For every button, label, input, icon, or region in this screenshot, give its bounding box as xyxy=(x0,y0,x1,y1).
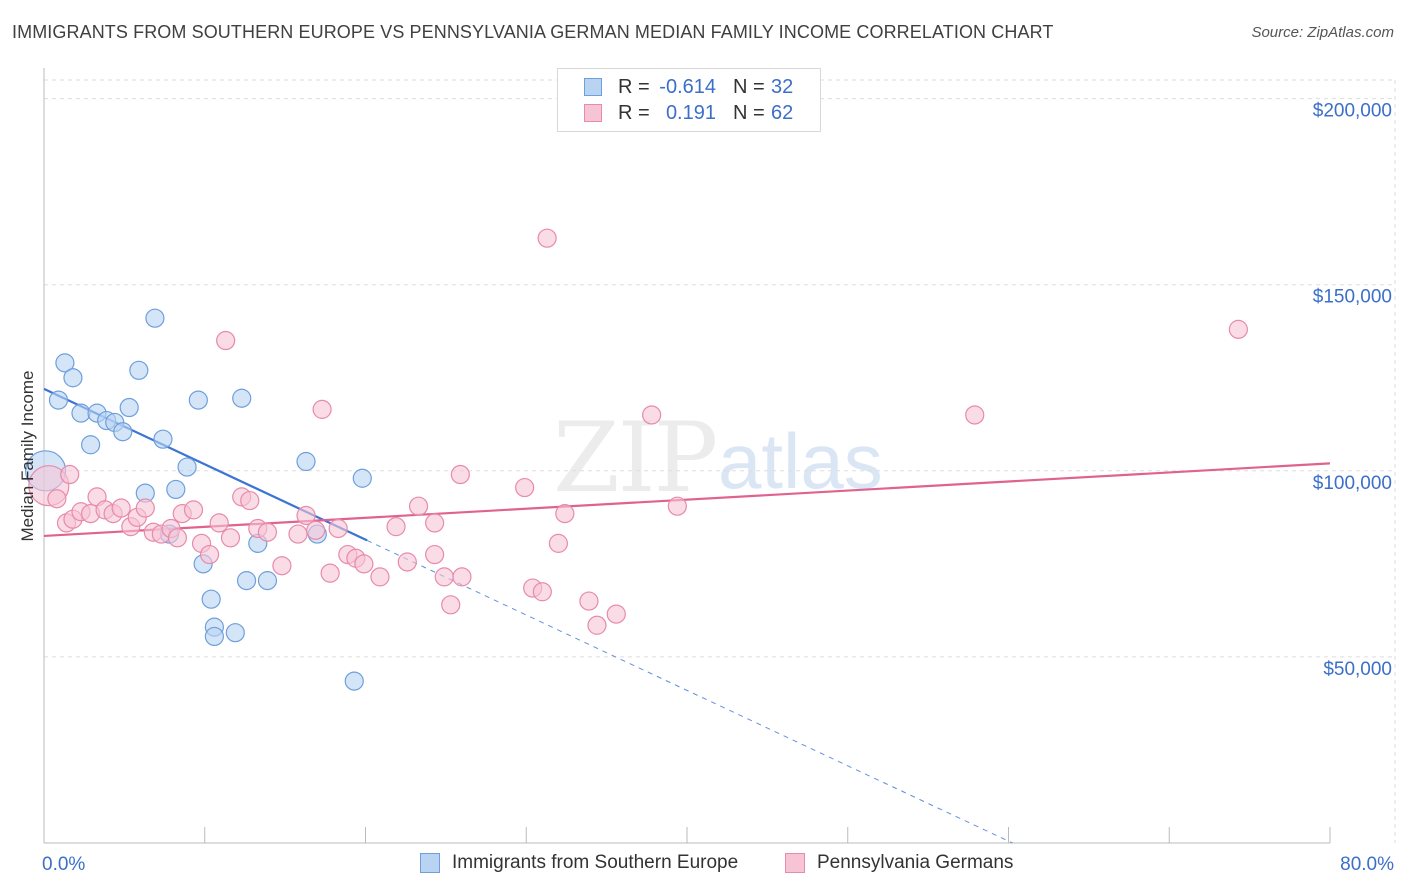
pennsylvania-german-point xyxy=(1228,319,1248,339)
pennsylvania-german-point xyxy=(537,228,557,248)
legend-row-southern-europe: R = -0.614 N = 32 xyxy=(558,76,820,100)
n-value: 32 xyxy=(771,76,794,98)
r-value: -0.614 xyxy=(659,76,716,98)
tick-labels: $50,000 $100,000 $150,000 $200,000 0.0% 80.0% xyxy=(42,101,1394,875)
y-tick-label: $100,000 xyxy=(1313,473,1392,494)
pennsylvania-german-point xyxy=(532,582,552,602)
grid-lines xyxy=(44,79,1396,843)
pennsylvania-german-point xyxy=(320,563,340,583)
southern-europe-point xyxy=(201,589,221,609)
southern-europe-point xyxy=(296,451,316,472)
y-tick-label: $50,000 xyxy=(1323,659,1392,680)
southern-europe-point xyxy=(71,403,91,423)
southern-europe-point xyxy=(113,422,133,442)
pink-swatch xyxy=(584,104,602,122)
southern-europe-point xyxy=(225,623,245,643)
pennsylvania-german-point xyxy=(452,567,472,587)
legend-row-pennsylvania-germans: R = 0.191 N = 62 xyxy=(558,102,820,126)
pennsylvania-german-point xyxy=(397,552,417,572)
n-label: N = xyxy=(733,76,765,98)
pennsylvania-german-point xyxy=(965,405,985,425)
watermark-zip: ZIP xyxy=(553,402,718,514)
n-value: 62 xyxy=(771,102,794,124)
southern-europe-point xyxy=(188,390,208,410)
correlation-legend: R = -0.614 N = 32 R = 0.191 N = 62 xyxy=(557,68,821,132)
pennsylvania-german-point xyxy=(425,544,445,565)
pennsylvania-german-point xyxy=(135,498,155,518)
pennsylvania-german-point xyxy=(183,500,204,520)
pennsylvania-german-point xyxy=(642,405,662,425)
southern-europe-point xyxy=(63,368,83,388)
pennsylvania-german-point xyxy=(216,330,236,351)
southern-europe-point xyxy=(352,468,372,488)
pennsylvania-german-point xyxy=(296,505,316,526)
trend-lines xyxy=(43,387,1331,844)
n-label: N = xyxy=(733,102,765,124)
pennsylvania-german-point xyxy=(257,522,278,542)
bottom-legend-southern-europe: Immigrants from Southern Europe xyxy=(452,852,739,873)
pennsylvania-german-point xyxy=(579,591,599,611)
southern-europe-point xyxy=(81,435,101,455)
pennsylvania-german-point xyxy=(606,604,626,624)
pennsylvania-german-point xyxy=(220,528,241,548)
pennsylvania-german-point xyxy=(328,518,348,539)
southern-europe-point xyxy=(129,360,149,380)
pennsylvania-german-point xyxy=(408,496,429,516)
pennsylvania-german-point xyxy=(312,399,332,419)
pennsylvania-german-point xyxy=(425,513,445,533)
pennsylvania-german-point xyxy=(111,498,131,518)
pennsylvania-german-point xyxy=(199,544,220,565)
chart-title: IMMIGRANTS FROM SOUTHERN EUROPE VS PENNS… xyxy=(12,22,1054,42)
bottom-legend-blue-swatch xyxy=(420,853,440,873)
y-axis-label: Median Family Income xyxy=(18,370,37,542)
pennsylvania-german-point xyxy=(288,524,308,544)
pennsylvania-german-point xyxy=(60,464,80,485)
pennsylvania-german-point xyxy=(370,567,390,587)
pennsylvania-german-point xyxy=(167,528,188,548)
southern-europe-trend-dashed xyxy=(366,539,1013,844)
pennsylvania-german-point xyxy=(434,567,454,587)
southern-europe-point xyxy=(48,390,69,410)
southern-europe-point xyxy=(344,671,364,691)
pennsylvania-german-point xyxy=(47,489,67,509)
pennsylvania-german-point xyxy=(272,556,292,576)
southern-europe-point xyxy=(145,308,165,328)
axes xyxy=(43,68,1331,844)
southern-europe-point xyxy=(55,353,75,373)
southern-europe-point xyxy=(119,397,139,418)
southern-europe-point xyxy=(232,388,252,408)
pennsylvania-german-point xyxy=(450,464,470,485)
pennsylvania-german-point xyxy=(587,615,607,635)
southern-europe-point xyxy=(177,457,197,477)
southern-europe-point xyxy=(236,571,257,591)
pennsylvania-german-point xyxy=(515,477,535,498)
pennsylvania-german-point xyxy=(240,490,260,511)
pennsylvania-german-point xyxy=(209,513,229,533)
pennsylvania-german-point xyxy=(548,533,569,553)
data-points xyxy=(25,228,1248,691)
southern-europe-point xyxy=(257,571,278,591)
southern-europe-point xyxy=(166,479,186,500)
pennsylvania-german-point xyxy=(555,504,575,524)
pennsylvania-german-point xyxy=(354,554,374,574)
x-tick-label-min: 0.0% xyxy=(42,854,85,875)
r-value: 0.191 xyxy=(665,102,716,124)
bottom-legend-pennsylvania-germans: Pennsylvania Germans xyxy=(817,852,1014,873)
bottom-legend-pink-swatch xyxy=(785,853,805,873)
r-label: R = xyxy=(618,76,650,98)
pennsylvania-german-point xyxy=(667,496,687,516)
southern-europe-point xyxy=(204,626,224,647)
chart-source: Source: ZipAtlas.com xyxy=(1251,24,1394,41)
y-tick-label: $200,000 xyxy=(1313,101,1392,122)
pennsylvania-german-point xyxy=(386,517,406,537)
x-tick-label-max: 80.0% xyxy=(1340,854,1394,875)
pennsylvania-german-point xyxy=(306,520,326,540)
y-tick-label: $150,000 xyxy=(1313,287,1392,308)
r-label: R = xyxy=(618,102,650,124)
pennsylvania-german-point xyxy=(441,595,461,615)
southern-europe-point xyxy=(153,429,173,449)
blue-swatch xyxy=(584,78,602,96)
